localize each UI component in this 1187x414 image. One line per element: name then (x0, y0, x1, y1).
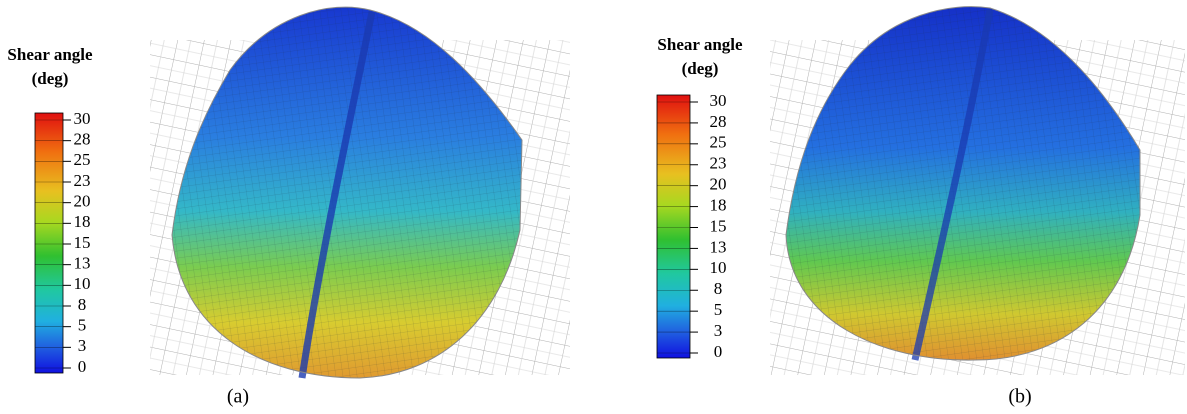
legend-tick-label: 13 (710, 237, 727, 256)
colorbar (657, 95, 690, 358)
legend-tick-label: 3 (714, 321, 723, 340)
legend-tick-label: 8 (78, 295, 87, 314)
legend-tick-label: 25 (74, 150, 91, 169)
legend-tick-label: 3 (78, 336, 87, 355)
legend-tick-label: 23 (710, 154, 727, 173)
colorbar (35, 113, 63, 373)
legend-tick-label: 30 (710, 91, 727, 110)
legend-tick-label: 5 (714, 300, 723, 319)
legend-tick-label: 15 (710, 216, 727, 235)
figure: Shear angle (deg) (a) 302825232018151310… (0, 0, 1187, 414)
caption: (b) (1008, 386, 1031, 408)
legend-tick-label: 20 (710, 175, 727, 194)
legend-tick-label: 13 (74, 254, 91, 273)
legend-tick-label: 30 (74, 109, 91, 128)
legend-tick-label: 0 (714, 342, 723, 361)
panel-b: Shear angle (deg) (b) 302825232018151310… (657, 7, 1185, 408)
legend-title: Shear angle (7, 45, 93, 64)
legend-unit: (deg) (682, 59, 719, 78)
legend-tick-label: 8 (714, 279, 723, 298)
legend-tick-label: 15 (74, 233, 91, 252)
legend-unit: (deg) (32, 69, 69, 88)
legend-tick-label: 28 (710, 112, 727, 131)
legend-tick-label: 18 (710, 195, 727, 214)
legend-title: Shear angle (657, 35, 743, 54)
legend-tick-label: 10 (74, 274, 91, 293)
legend-tick-label: 0 (78, 357, 87, 376)
panel-a: Shear angle (deg) (a) 302825232018151310… (7, 7, 570, 407)
legend-tick-label: 25 (710, 133, 727, 152)
legend-tick-label: 28 (74, 130, 91, 149)
legend-tick-label: 23 (74, 171, 91, 190)
legend-tick-label: 18 (74, 212, 91, 231)
legend-tick-label: 20 (74, 192, 91, 211)
legend-tick-label: 10 (710, 258, 727, 277)
caption: (a) (227, 386, 249, 408)
legend-tick-label: 5 (78, 316, 87, 335)
